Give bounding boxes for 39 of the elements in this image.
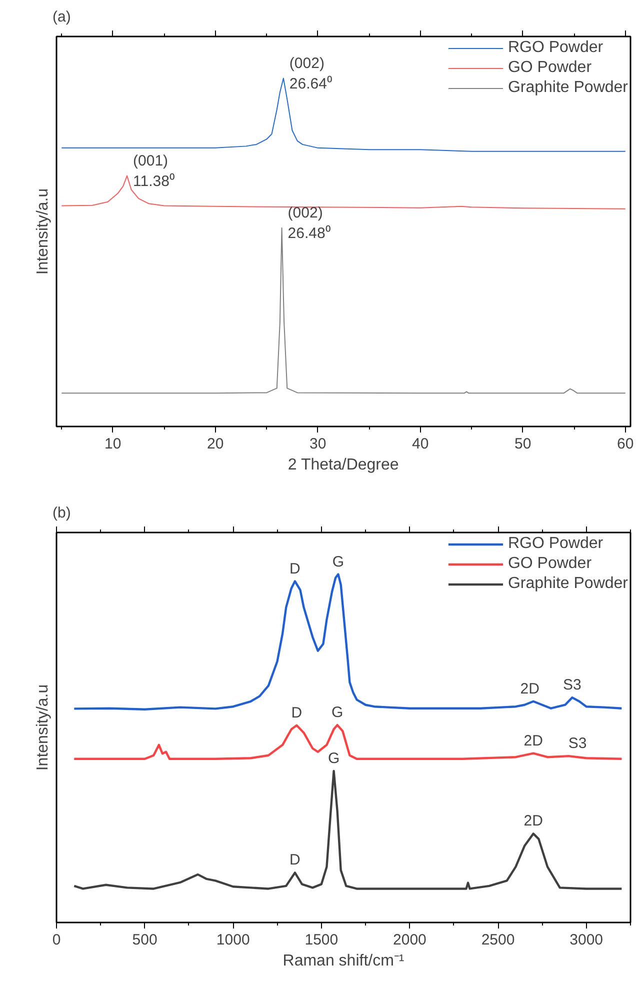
- annotation: 2D: [524, 732, 544, 750]
- annotation: D: [290, 560, 301, 578]
- legend-label: GO Powder: [508, 555, 592, 573]
- annotation: (002) 26.48⁰: [288, 204, 330, 242]
- y-axis-title: Intensity/a.u: [34, 188, 52, 275]
- legend-label: RGO Powder: [508, 535, 604, 553]
- annotation: G: [328, 750, 340, 768]
- x-tick-label: 40: [412, 436, 429, 452]
- annotation: G: [331, 704, 344, 722]
- annotation: G: [332, 553, 344, 570]
- chart-title: (a): [52, 8, 71, 26]
- x-tick-label: 1500: [304, 932, 338, 948]
- legend-label: Graphite Powder: [508, 575, 628, 593]
- x-tick-label: 20: [207, 436, 224, 452]
- x-axis-title: Raman shift/cm⁻¹: [282, 952, 404, 970]
- annotation: D: [290, 852, 301, 869]
- annotation: S3: [568, 735, 587, 752]
- y-axis-title: Intensity/a.u: [34, 684, 52, 771]
- legend-label: GO Powder: [508, 59, 592, 77]
- x-tick-label: 2000: [393, 932, 426, 948]
- x-tick-label: 30: [310, 436, 326, 452]
- x-tick-label: 2500: [481, 932, 515, 948]
- annotation: 2D: [524, 812, 544, 830]
- annotation: (001) 11.38⁰: [133, 152, 174, 190]
- legend-label: RGO Powder: [508, 39, 604, 57]
- x-tick-label: 60: [617, 436, 634, 452]
- annotation: (002) 26.64⁰: [289, 54, 332, 92]
- annotation: 2D: [520, 680, 540, 698]
- annotation: D: [291, 704, 302, 722]
- x-tick-label: 50: [514, 436, 532, 452]
- x-tick-label: 1000: [216, 932, 250, 948]
- x-axis-title: 2 Theta/Degree: [288, 456, 399, 474]
- x-tick-label: 3000: [570, 932, 604, 948]
- x-tick-label: 500: [132, 932, 158, 948]
- legend-label: Graphite Powder: [508, 79, 628, 97]
- x-tick-label: 0: [52, 932, 61, 948]
- annotation: S3: [563, 676, 582, 694]
- x-tick-label: 10: [104, 436, 122, 452]
- chart-title: (b): [52, 504, 71, 522]
